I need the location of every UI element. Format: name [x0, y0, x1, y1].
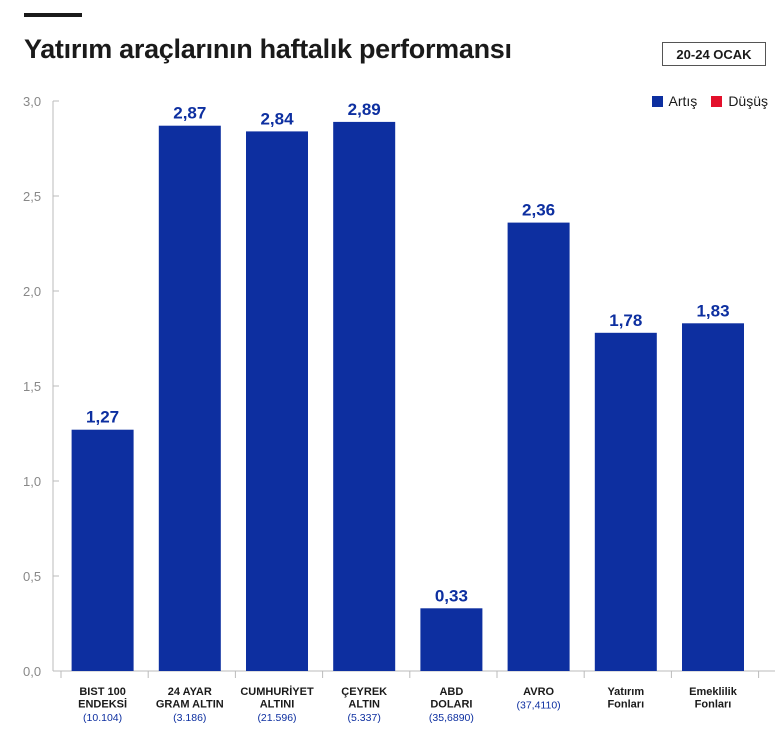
category-label: 24 AYAR: [168, 686, 212, 698]
category-label: ENDEKSİ: [78, 698, 127, 711]
category-label: AVRO: [523, 686, 554, 698]
y-tick-label: 2,5: [23, 189, 41, 204]
y-tick-label: 0,0: [23, 664, 41, 679]
bar-value-label: 2,87: [173, 104, 206, 123]
category-sublabel: (3.186): [173, 712, 206, 724]
bar: [333, 121, 396, 671]
legend-label-increase: Artış: [668, 93, 698, 109]
category-label: ALTINI: [260, 699, 295, 711]
legend-swatch-decrease: [711, 95, 723, 107]
category-sublabel: (5.337): [348, 712, 381, 724]
y-tick-label: 0,5: [23, 569, 41, 584]
category-label: Emeklilik: [689, 686, 738, 698]
legend: Artış Düşüş: [638, 93, 768, 109]
category-sublabel: (21.596): [257, 712, 296, 724]
legend-item-decrease: Düşüş: [711, 93, 768, 109]
bar: [594, 332, 657, 671]
category-label: ABD: [439, 686, 463, 698]
bar-value-label: 2,84: [260, 109, 294, 128]
bar-value-label: 0,33: [435, 586, 468, 605]
category-label: ALTIN: [348, 699, 380, 711]
bar-value-label: 2,36: [522, 201, 555, 220]
bar: [682, 323, 744, 671]
y-tick-label: 2,0: [23, 284, 41, 299]
category-label: Fonları: [695, 699, 732, 711]
bar: [420, 608, 483, 671]
category-label: CUMHURİYET: [240, 685, 314, 698]
bar: [71, 429, 134, 671]
category-sublabel: (35,6890): [429, 712, 474, 724]
y-tick-label: 1,5: [23, 379, 41, 394]
bar: [507, 222, 570, 671]
category-sublabel: (10.104): [83, 712, 122, 724]
bar-value-label: 1,78: [609, 311, 642, 330]
bar-value-label: 1,83: [696, 301, 729, 320]
bar-value-label: 1,27: [86, 408, 119, 427]
category-label: DOLARI: [430, 699, 472, 711]
top-rule: [24, 13, 82, 17]
category-label: BIST 100: [79, 686, 125, 698]
chart-title: Yatırım araçlarının haftalık performansı: [24, 34, 512, 64]
category-label: Fonları: [607, 699, 644, 711]
category-label: Yatırım: [607, 686, 644, 698]
legend-label-decrease: Düşüş: [728, 93, 768, 109]
bar: [246, 131, 308, 671]
category-label: GRAM ALTIN: [156, 699, 224, 711]
date-badge: 20-24 OCAK: [662, 42, 766, 66]
y-tick-label: 1,0: [23, 474, 41, 489]
legend-swatch-increase: [651, 95, 663, 107]
bar-value-label: 2,89: [348, 100, 381, 119]
legend-item-increase: Artış: [651, 93, 698, 109]
bar: [158, 125, 221, 671]
y-tick-label: 3,0: [23, 94, 41, 109]
category-label: ÇEYREK: [341, 686, 387, 698]
category-sublabel: (37,4110): [517, 700, 561, 712]
